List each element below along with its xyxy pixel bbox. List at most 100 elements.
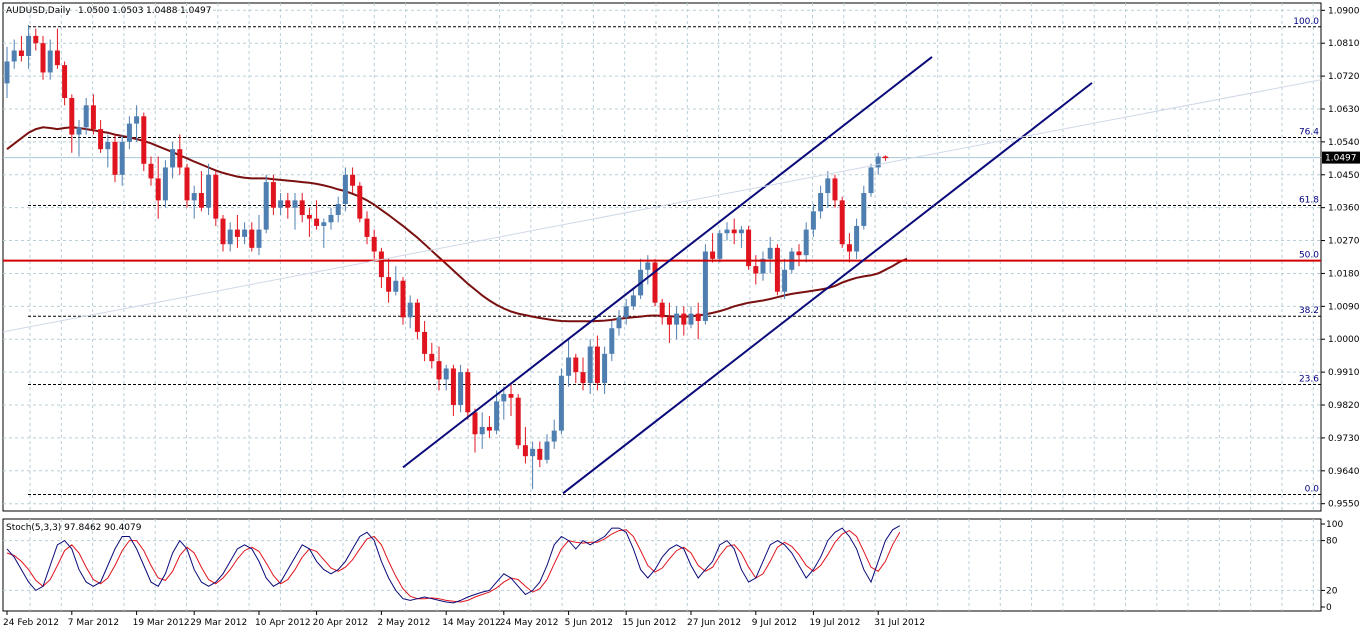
time-axis: 24 Feb 2012 7 Mar 2012 19 Mar 2012 29 Mar 2… xyxy=(3,611,925,628)
price-tick-label: 1.0540 xyxy=(1328,138,1360,148)
candle-bull xyxy=(170,149,176,168)
candle-bear xyxy=(306,214,312,219)
candle-bear xyxy=(839,200,845,245)
stochastic-main-line xyxy=(6,525,901,604)
candle-bear xyxy=(515,397,521,446)
candle-bull xyxy=(393,280,399,292)
candle-bear xyxy=(148,163,154,179)
candle-bear xyxy=(710,251,716,259)
candle-bear xyxy=(450,368,456,406)
candle-bull xyxy=(321,222,327,226)
candle-bull xyxy=(544,441,550,460)
candle-bull xyxy=(134,116,140,124)
candle-bear xyxy=(270,182,276,208)
time-tick-label: 31 Jul 2012 xyxy=(874,618,925,628)
price-tick-label: 1.0630 xyxy=(1328,105,1360,115)
candle-bull xyxy=(126,123,132,142)
candle-bear xyxy=(54,50,60,66)
candle-bull xyxy=(328,214,334,223)
stochastic-grid xyxy=(3,519,1321,611)
candle-bear xyxy=(846,244,852,252)
candle-bull xyxy=(782,269,788,292)
fibonacci-label: 50.0 xyxy=(1299,251,1319,261)
candle-bull xyxy=(645,262,651,270)
candle-bear xyxy=(18,50,24,56)
candle-bear xyxy=(537,448,543,460)
ohlc-high: 1.0503 xyxy=(112,6,144,16)
candle-bear xyxy=(882,156,888,158)
candle-bull xyxy=(11,50,17,62)
candle-bear xyxy=(357,185,363,219)
candle-bear xyxy=(33,35,39,44)
fibonacci-label: 61.8 xyxy=(1299,195,1319,205)
candle-bear xyxy=(198,193,204,208)
price-tick-label: 1.0180 xyxy=(1328,269,1360,279)
time-tick-label: 24 Feb 2012 xyxy=(3,618,59,628)
price-tick-label: 1.0000 xyxy=(1328,335,1360,345)
candle-bear xyxy=(436,361,442,380)
price-tick-label: 1.0900 xyxy=(1328,6,1360,16)
stochastic-tick-label: 20 xyxy=(1326,586,1338,596)
candle-bull xyxy=(479,426,485,435)
candle-bull xyxy=(278,200,284,208)
current-price-label: 1.0497 xyxy=(1325,154,1357,164)
candle-bear xyxy=(508,394,514,398)
candle-bull xyxy=(825,178,831,194)
candle-bear xyxy=(62,65,68,99)
candle-bear xyxy=(659,302,665,318)
candle-bull xyxy=(688,313,694,325)
candle-bull xyxy=(602,353,608,384)
moving-average-layer xyxy=(6,126,908,323)
price-tick-label: 1.0360 xyxy=(1328,204,1360,214)
price-axis: 1.0900 1.0810 1.0720 1.0630 1.0540 1.0450 1.03… xyxy=(1321,6,1360,510)
candle-bear xyxy=(652,262,658,303)
candle-bull xyxy=(854,225,860,252)
stochastic-tick-label: 80 xyxy=(1326,537,1338,547)
price-tick-label: 0.9910 xyxy=(1328,368,1360,378)
candle-bull xyxy=(861,193,867,226)
candle-bear xyxy=(234,229,240,237)
candle-bear xyxy=(594,346,600,384)
candle-bear xyxy=(371,236,377,252)
stochastic-tick-label: 0 xyxy=(1326,603,1332,613)
candle-bear xyxy=(69,98,75,135)
candle-bull xyxy=(76,127,82,135)
candle-bear xyxy=(285,200,291,208)
candle-bear xyxy=(465,372,471,413)
time-tick-label: 5 Jun 2012 xyxy=(565,618,613,628)
candle-bear xyxy=(184,167,190,201)
candle-bull xyxy=(501,394,507,402)
channel-lower-line xyxy=(562,82,1093,495)
fibonacci-label: 76.4 xyxy=(1299,127,1319,137)
candle-bull xyxy=(242,229,248,237)
stochastic-pane-frame xyxy=(2,518,1322,612)
candle-bear xyxy=(695,313,701,321)
candle-bear xyxy=(832,178,838,201)
candle-bull xyxy=(558,375,564,431)
fibonacci-label: 100.0 xyxy=(1293,17,1319,27)
ohlc-low: 1.0488 xyxy=(146,6,178,16)
chart-title: AUDUSD,Daily xyxy=(6,6,71,16)
drawn-objects xyxy=(2,56,1322,495)
time-tick-label: 19 Mar 2012 xyxy=(133,618,190,628)
stochastic-tick-label: 100 xyxy=(1326,520,1343,530)
price-tick-label: 0.9640 xyxy=(1328,467,1360,477)
stochastic-signal-line xyxy=(6,529,901,603)
time-tick-label: 9 Jul 2012 xyxy=(752,618,797,628)
stochastic-lines xyxy=(6,525,901,604)
candle-bull xyxy=(566,357,572,376)
candle-bull xyxy=(227,229,233,245)
ohlc-close: 1.0497 xyxy=(180,6,212,16)
price-tick-label: 0.9730 xyxy=(1328,434,1360,444)
stochastic-axis: 100 80 20 0 xyxy=(1321,520,1343,613)
time-tick-label: 19 Jul 2012 xyxy=(809,618,860,628)
time-tick-label: 15 Jun 2012 xyxy=(622,618,676,628)
fibonacci-label: 0.0 xyxy=(1305,485,1320,495)
time-tick-label: 27 Jun 2012 xyxy=(687,618,741,628)
time-tick-label: 24 May 2012 xyxy=(500,618,559,628)
price-tick-label: 1.0270 xyxy=(1328,237,1360,247)
candle-bear xyxy=(422,331,428,354)
candle-bull xyxy=(530,448,536,457)
price-tick-label: 1.0090 xyxy=(1328,302,1360,312)
